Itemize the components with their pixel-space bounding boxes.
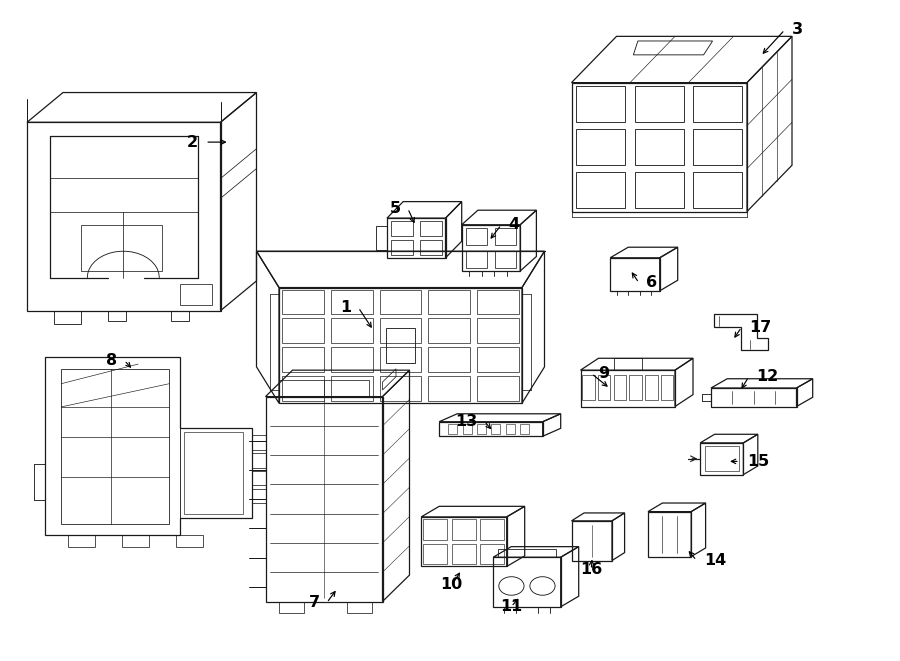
- Text: 11: 11: [500, 600, 522, 614]
- Text: 7: 7: [309, 596, 320, 610]
- Text: 17: 17: [749, 320, 771, 334]
- Text: 3: 3: [792, 22, 803, 37]
- Text: 1: 1: [340, 300, 351, 315]
- Text: 5: 5: [390, 201, 400, 215]
- Text: 13: 13: [454, 414, 477, 428]
- Text: 14: 14: [704, 553, 726, 568]
- Text: 12: 12: [756, 369, 778, 384]
- Text: 2: 2: [187, 135, 198, 149]
- Text: 8: 8: [106, 353, 117, 368]
- Text: 10: 10: [441, 578, 463, 592]
- Text: 9: 9: [598, 366, 609, 381]
- Text: 16: 16: [580, 563, 602, 577]
- Text: 15: 15: [747, 454, 770, 469]
- Text: 6: 6: [646, 276, 657, 290]
- Text: 4: 4: [508, 217, 519, 232]
